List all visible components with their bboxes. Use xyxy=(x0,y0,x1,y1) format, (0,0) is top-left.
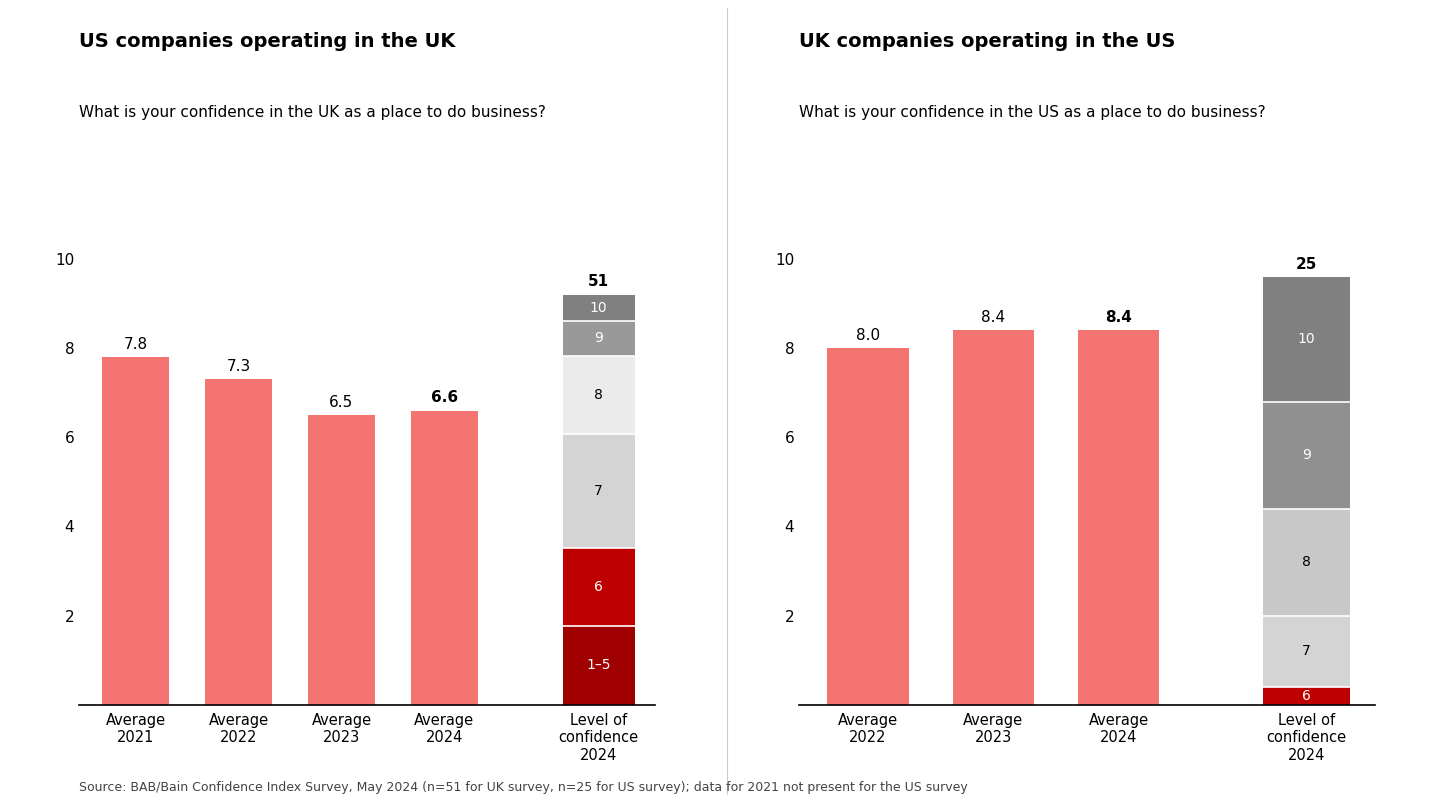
Bar xyxy=(828,348,909,705)
Bar xyxy=(563,626,635,705)
Text: 10: 10 xyxy=(1297,332,1315,347)
Text: 6: 6 xyxy=(595,580,603,594)
Bar xyxy=(563,548,635,626)
Bar xyxy=(563,321,635,356)
Bar xyxy=(563,356,635,434)
Text: 7.8: 7.8 xyxy=(124,337,148,352)
Text: 9: 9 xyxy=(595,331,603,346)
Bar xyxy=(953,330,1034,705)
Text: 9: 9 xyxy=(1302,448,1310,463)
Bar xyxy=(1263,687,1351,705)
Bar xyxy=(1263,509,1351,616)
Text: UK companies operating in the US: UK companies operating in the US xyxy=(799,32,1175,51)
Text: What is your confidence in the UK as a place to do business?: What is your confidence in the UK as a p… xyxy=(79,105,546,121)
Text: 8.4: 8.4 xyxy=(981,310,1005,325)
Text: 6: 6 xyxy=(1302,688,1310,703)
Bar xyxy=(410,411,478,705)
Text: Source: BAB/Bain Confidence Index Survey, May 2024 (n=51 for UK survey, n=25 for: Source: BAB/Bain Confidence Index Survey… xyxy=(79,781,968,794)
Text: 7.3: 7.3 xyxy=(226,359,251,374)
Text: 7: 7 xyxy=(1302,644,1310,659)
Text: What is your confidence in the US as a place to do business?: What is your confidence in the US as a p… xyxy=(799,105,1266,121)
Bar xyxy=(204,379,272,705)
Bar xyxy=(102,357,170,705)
Text: 8: 8 xyxy=(595,388,603,402)
Text: 7: 7 xyxy=(595,484,603,498)
Text: 10: 10 xyxy=(590,301,608,315)
Text: 6.6: 6.6 xyxy=(431,390,458,405)
Text: 8: 8 xyxy=(1302,555,1310,569)
Bar xyxy=(563,434,635,548)
Bar xyxy=(308,415,374,705)
Text: 1–5: 1–5 xyxy=(586,659,611,672)
Text: US companies operating in the UK: US companies operating in the UK xyxy=(79,32,455,51)
Text: 6.5: 6.5 xyxy=(330,394,354,410)
Bar xyxy=(1263,616,1351,687)
Bar xyxy=(1077,330,1159,705)
Text: 51: 51 xyxy=(588,275,609,289)
Bar xyxy=(1263,277,1351,402)
Text: 8.4: 8.4 xyxy=(1104,310,1132,325)
Text: 25: 25 xyxy=(1296,257,1318,271)
Bar xyxy=(563,295,635,321)
Text: 8.0: 8.0 xyxy=(855,328,880,343)
Bar xyxy=(1263,402,1351,509)
